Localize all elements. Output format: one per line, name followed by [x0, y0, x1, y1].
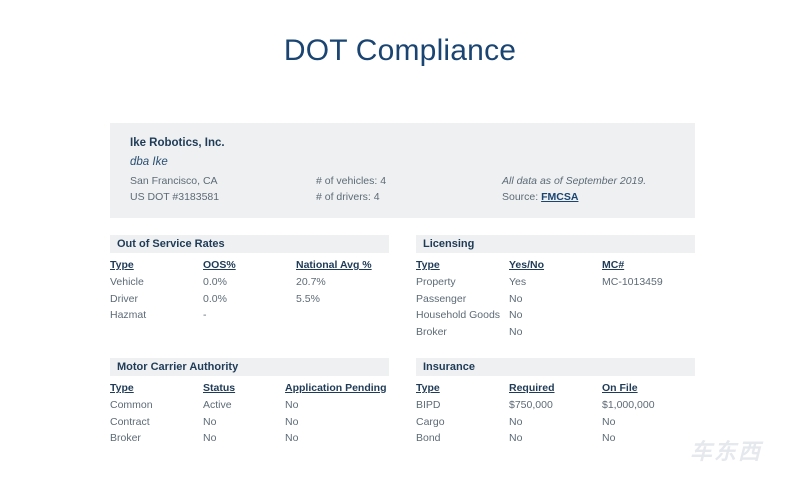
table-row: Cargo No No: [416, 416, 695, 433]
table-row: Broker No: [416, 326, 695, 343]
cell: Broker: [110, 432, 141, 444]
cell: $1,000,000: [602, 399, 655, 411]
table-row: BIPD $750,000 $1,000,000: [416, 399, 695, 416]
cell: -: [203, 309, 207, 321]
cell: No: [285, 432, 299, 444]
table-row: Driver 0.0% 5.5%: [110, 293, 389, 310]
column-header[interactable]: MC#: [602, 259, 625, 271]
company-info-card: Ike Robotics, Inc. dba Ike San Francisco…: [110, 123, 695, 218]
cell: Passenger: [416, 292, 467, 305]
cell: Common: [110, 399, 153, 411]
table-row: Passenger No: [416, 293, 695, 310]
cell: No: [602, 415, 616, 428]
column-header[interactable]: National Avg %: [296, 259, 372, 271]
data-as-of: All data as of September 2019.: [502, 175, 647, 187]
table-row: Common Active No: [110, 399, 389, 416]
cell: No: [602, 432, 616, 444]
table-row: Household Goods No: [416, 309, 695, 326]
cell: No: [509, 325, 523, 338]
insurance-section-title: Insurance: [416, 358, 695, 376]
table-header: Type Status Application Pending: [110, 382, 389, 399]
cell: Cargo: [416, 415, 445, 428]
watermark-logo: 车东西: [689, 439, 762, 464]
table-header: Type Required On File: [416, 382, 695, 399]
fmcsa-link[interactable]: FMCSA: [541, 191, 579, 203]
cell: 0.0%: [203, 292, 227, 305]
cell: Hazmat: [110, 309, 147, 321]
cell: 5.5%: [296, 292, 320, 305]
vehicle-count: # of vehicles: 4: [316, 175, 387, 187]
cell: Yes: [509, 276, 527, 288]
column-header[interactable]: Type: [110, 259, 134, 271]
cell: Broker: [416, 325, 447, 338]
cell: $750,000: [509, 399, 553, 411]
cell: BIPD: [416, 399, 441, 411]
company-location: San Francisco, CA: [130, 175, 218, 187]
column-header[interactable]: Yes/No: [509, 259, 545, 271]
company-dba: dba Ike: [130, 156, 168, 168]
licensing-section: Licensing Type Yes/No MC# Property Yes M…: [416, 235, 695, 342]
table-header: Type Yes/No MC#: [416, 259, 695, 276]
cell: 20.7%: [296, 276, 326, 288]
cell: No: [509, 415, 523, 428]
oos-section: Out of Service Rates Type OOS% National …: [110, 235, 389, 326]
cell: Active: [203, 399, 232, 411]
cell: No: [203, 415, 217, 428]
cell: MC-1013459: [602, 276, 663, 288]
data-source: Source: FMCSA: [502, 191, 578, 203]
cell: Vehicle: [110, 276, 144, 288]
column-header[interactable]: Status: [203, 382, 236, 394]
cell: No: [203, 432, 217, 444]
table-row: Bond No No: [416, 432, 695, 449]
cell: 0.0%: [203, 276, 227, 288]
cell: Contract: [110, 415, 150, 428]
oos-section-title: Out of Service Rates: [110, 235, 389, 253]
cell: Driver: [110, 292, 138, 305]
cell: No: [509, 309, 523, 321]
cell: Bond: [416, 432, 441, 444]
column-header[interactable]: Type: [416, 259, 440, 271]
table-row: Hazmat -: [110, 309, 389, 326]
column-header[interactable]: Required: [509, 382, 555, 394]
table-row: Contract No No: [110, 416, 389, 433]
column-header[interactable]: Type: [416, 382, 440, 394]
column-header[interactable]: OOS%: [203, 259, 236, 271]
table-row: Property Yes MC-1013459: [416, 276, 695, 293]
authority-section-title: Motor Carrier Authority: [110, 358, 389, 376]
cell: No: [285, 399, 299, 411]
cell: Household Goods: [416, 309, 501, 321]
cell: No: [509, 292, 523, 305]
table-row: Vehicle 0.0% 20.7%: [110, 276, 389, 293]
table-row: Broker No No: [110, 432, 389, 449]
source-label: Source:: [502, 191, 539, 203]
insurance-section: Insurance Type Required On File BIPD $75…: [416, 358, 695, 449]
column-header[interactable]: Type: [110, 382, 134, 394]
company-usdot: US DOT #3183581: [130, 191, 220, 203]
column-header[interactable]: Application Pending: [285, 382, 387, 394]
cell: No: [285, 415, 299, 428]
page-title: DOT Compliance: [283, 34, 517, 67]
cell: No: [509, 432, 523, 444]
licensing-section-title: Licensing: [416, 235, 695, 253]
authority-section: Motor Carrier Authority Type Status Appl…: [110, 358, 389, 449]
driver-count: # of drivers: 4: [316, 191, 380, 203]
column-header[interactable]: On File: [602, 382, 638, 394]
table-header: Type OOS% National Avg %: [110, 259, 389, 276]
company-name: Ike Robotics, Inc.: [130, 137, 225, 149]
cell: Property: [416, 276, 456, 288]
